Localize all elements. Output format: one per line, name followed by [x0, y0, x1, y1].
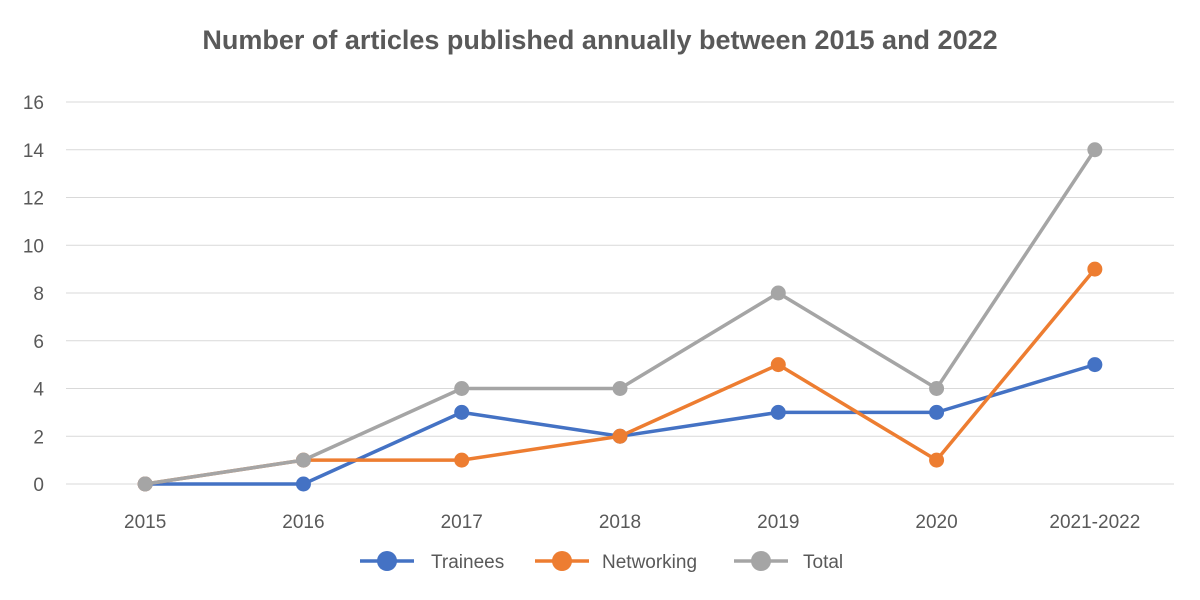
series-layer: [137, 142, 1103, 492]
data-point-total: [612, 381, 628, 396]
chart-title: Number of articles published annually be…: [202, 25, 997, 55]
legend-marker-networking: [552, 551, 572, 571]
series-total: [137, 142, 1103, 492]
data-point-total: [770, 285, 786, 301]
y-axis-tick-labels: 0 2 4 6 8 10 12 14 16: [23, 93, 45, 496]
legend-item-trainees: Trainees: [360, 551, 504, 573]
y-tick-label: 12: [23, 189, 44, 210]
data-point-trainees: [1087, 357, 1103, 373]
legend-item-networking: Networking: [535, 551, 697, 573]
series-line-networking: [143, 267, 1097, 486]
x-tick-label: 2017: [441, 512, 483, 533]
legend-marker-trainees: [377, 551, 397, 571]
legend-label: Trainees: [431, 552, 504, 573]
y-tick-label: 2: [33, 427, 44, 448]
x-tick-label: 2015: [124, 512, 166, 533]
data-point-total: [295, 452, 311, 468]
data-point-networking: [929, 452, 945, 468]
data-point-total: [1087, 142, 1103, 158]
legend-label: Total: [803, 552, 843, 573]
data-point-total: [137, 476, 153, 492]
legend: Trainees Networking Total: [360, 551, 843, 573]
series-networking: [137, 261, 1103, 492]
x-tick-label: 2019: [757, 512, 799, 533]
legend-item-total: Total: [734, 551, 843, 573]
data-point-networking: [770, 357, 786, 373]
y-tick-label: 4: [33, 380, 44, 401]
data-point-networking: [454, 452, 470, 468]
data-point-trainees: [770, 404, 786, 420]
x-tick-label: 2021-2022: [1049, 512, 1140, 533]
x-axis-tick-labels: 2015 2016 2017 2018 2019 2020 2021-2022: [124, 512, 1140, 533]
y-tick-label: 0: [33, 475, 44, 496]
data-point-trainees: [295, 476, 311, 492]
x-tick-label: 2018: [599, 512, 641, 533]
legend-label: Networking: [602, 552, 697, 573]
data-point-trainees: [929, 404, 945, 420]
x-tick-label: 2016: [282, 512, 324, 533]
y-tick-label: 8: [33, 284, 44, 305]
y-tick-label: 16: [23, 93, 44, 114]
data-point-trainees: [454, 404, 470, 420]
data-point-networking: [1087, 261, 1103, 277]
y-tick-label: 6: [33, 332, 44, 353]
gridlines: [66, 101, 1174, 485]
x-tick-label: 2020: [915, 512, 957, 533]
data-point-total: [454, 381, 470, 396]
legend-marker-total: [751, 551, 771, 571]
series-trainees: [137, 357, 1103, 492]
data-point-networking: [612, 428, 628, 444]
data-point-total: [929, 381, 945, 396]
y-tick-label: 10: [23, 236, 44, 257]
y-tick-label: 14: [23, 141, 45, 162]
